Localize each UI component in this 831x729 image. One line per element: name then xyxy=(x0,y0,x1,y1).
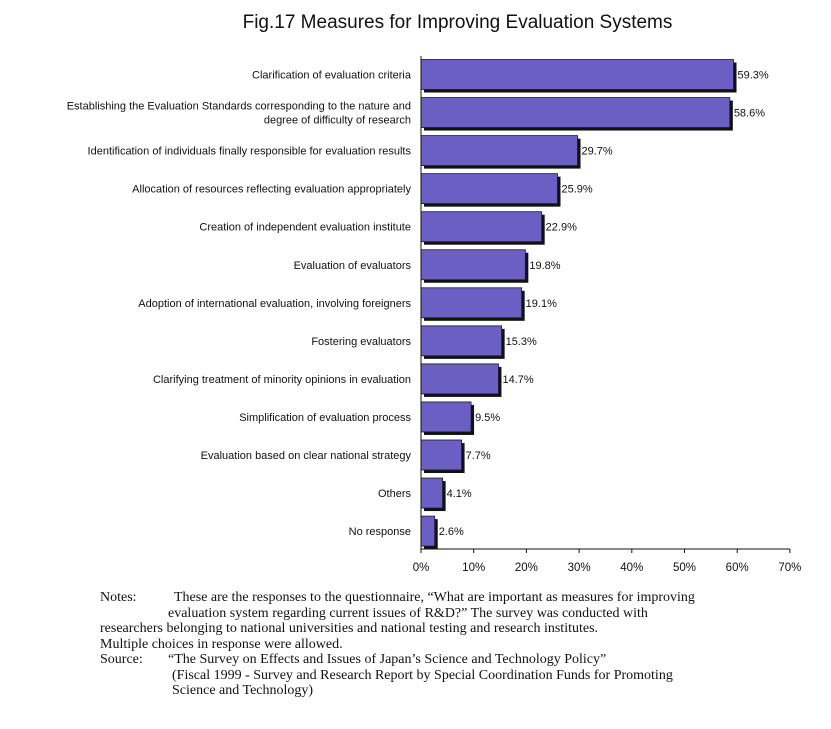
bar xyxy=(420,59,734,90)
category-label: Creation of independent evaluation insti… xyxy=(199,222,411,234)
bar xyxy=(420,97,731,128)
category-label: Fostering evaluators xyxy=(311,336,411,348)
data-label: 19.8% xyxy=(529,260,560,272)
bar xyxy=(420,287,523,319)
data-label: 25.9% xyxy=(561,184,592,196)
bar xyxy=(420,477,444,509)
x-tick-label: 50% xyxy=(673,562,696,574)
category-label: Evaluation of evaluators xyxy=(294,260,412,272)
x-tick-label: 40% xyxy=(620,562,643,574)
bar xyxy=(420,135,578,167)
category-label: Adoption of international evaluation, in… xyxy=(138,298,411,310)
category-label: Others xyxy=(378,488,412,500)
category-label: Allocation of resources reflecting evalu… xyxy=(132,184,411,196)
bar xyxy=(420,173,558,205)
data-label: 19.1% xyxy=(526,298,557,310)
category-label: Evaluation based on clear national strat… xyxy=(201,450,412,462)
data-label: 4.1% xyxy=(447,488,472,500)
x-tick-label: 20% xyxy=(515,562,538,574)
data-label: 14.7% xyxy=(502,374,533,386)
bar xyxy=(420,439,462,471)
bar xyxy=(420,515,436,547)
category-label: Clarifying treatment of minority opinion… xyxy=(153,374,411,386)
bar xyxy=(420,249,526,281)
data-label: 58.6% xyxy=(734,108,765,120)
source-line: “The Survey on Effects and Issues of Jap… xyxy=(168,652,607,667)
category-label: degree of difficulty of research xyxy=(264,115,411,127)
x-tick-label: 30% xyxy=(568,562,591,574)
source-section: Source: “The Survey on Effects and Issue… xyxy=(100,652,800,699)
data-label: 2.6% xyxy=(439,526,464,538)
x-tick-label: 10% xyxy=(462,562,485,574)
x-tick-label: 0% xyxy=(413,562,430,574)
category-label: No response xyxy=(349,526,411,538)
source-label: Source: xyxy=(100,652,143,667)
source-text: “The Survey on Effects and Issues of Jap… xyxy=(168,652,800,699)
x-tick-label: 70% xyxy=(778,562,801,574)
notes-section: Notes: These are the responses to the qu… xyxy=(100,590,800,652)
category-label: Clarification of evaluation criteria xyxy=(252,70,412,82)
data-label: 22.9% xyxy=(546,222,577,234)
data-label: 29.7% xyxy=(582,146,613,158)
data-label: 7.7% xyxy=(466,450,491,462)
data-label: 9.5% xyxy=(475,412,500,424)
notes-line: evaluation system regarding current issu… xyxy=(168,605,648,621)
notes-line: researchers belonging to national univer… xyxy=(100,621,599,636)
notes-line: Multiple choices in response were allowe… xyxy=(100,636,343,652)
chart-title: Fig.17 Measures for Improving Evaluation… xyxy=(242,12,673,33)
bar xyxy=(420,363,499,395)
notes-text: These are the responses to the questionn… xyxy=(100,590,800,652)
category-label: Identification of individuals finally re… xyxy=(88,146,412,158)
data-label: 15.3% xyxy=(506,336,537,348)
bar xyxy=(420,401,472,433)
bar xyxy=(420,211,543,243)
data-label: 59.3% xyxy=(738,70,769,82)
notes-line: These are the responses to the questionn… xyxy=(174,590,695,605)
source-line: Science and Technology) xyxy=(172,683,314,698)
bar xyxy=(420,325,503,357)
category-label: Simplification of evaluation process xyxy=(239,412,411,424)
source-line: (Fiscal 1999 - Survey and Research Repor… xyxy=(172,667,673,683)
notes-label: Notes: xyxy=(100,590,137,605)
notes-block: Notes: These are the responses to the qu… xyxy=(100,590,800,699)
category-label: Establishing the Evaluation Standards co… xyxy=(67,101,411,113)
x-tick-label: 60% xyxy=(726,562,749,574)
